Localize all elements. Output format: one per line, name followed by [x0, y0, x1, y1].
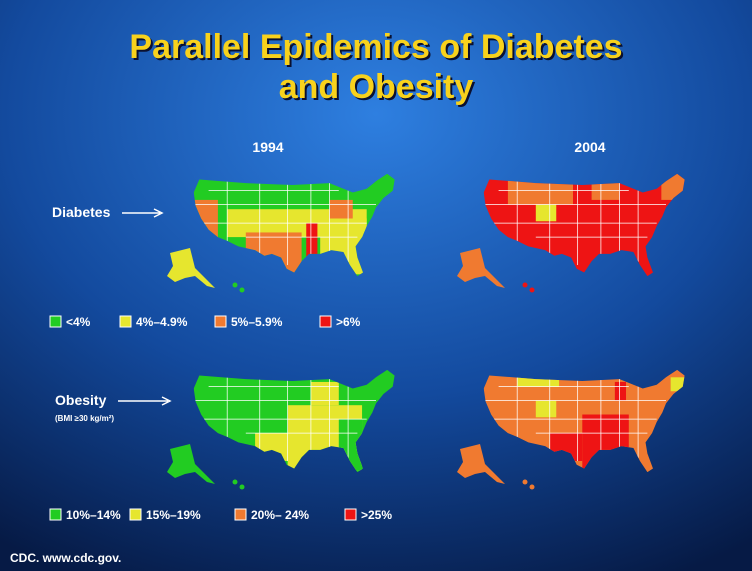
year: 1994	[252, 139, 283, 155]
title-shadow: and Obesity	[281, 70, 476, 108]
legend-label: >25%	[361, 508, 392, 522]
swatch	[234, 508, 247, 521]
legend-obesity: 10%–14% 15%–19% 20%– 24% >25%	[49, 508, 392, 522]
source: CDC. www.cdc.gov.	[10, 551, 121, 565]
arrow	[118, 396, 172, 406]
arrow	[122, 208, 164, 218]
title: and Obesity	[279, 68, 474, 106]
hawaii	[232, 479, 245, 490]
swatch	[319, 315, 332, 328]
hawaii	[522, 282, 535, 293]
hawaii	[232, 282, 245, 293]
row-sublabel: (BMI ≥30 kg/m²)	[55, 414, 114, 423]
swatch	[49, 508, 62, 521]
legend-label: 20%– 24%	[251, 508, 309, 522]
legend-label: 10%–14%	[66, 508, 121, 522]
legend-label: 4%–4.9%	[136, 315, 188, 329]
legend-label: >6%	[336, 315, 361, 329]
swatch	[119, 315, 132, 328]
legend-label: 5%–5.9%	[231, 315, 283, 329]
legend-label: 15%–19%	[146, 508, 201, 522]
legend-label: <4%	[66, 315, 91, 329]
swatch	[129, 508, 142, 521]
year: 2004	[574, 139, 605, 155]
swatch	[214, 315, 227, 328]
legend-diabetes: <4% 4%–4.9% 5%–5.9% >6%	[49, 315, 361, 329]
title: Parallel Epidemics of Diabetes	[129, 28, 622, 66]
row-label: Obesity	[55, 392, 107, 408]
swatch	[49, 315, 62, 328]
title-shadow: Parallel Epidemics of Diabetes	[131, 30, 624, 68]
row-label: Diabetes	[52, 204, 111, 220]
swatch	[344, 508, 357, 521]
hawaii	[522, 479, 535, 490]
